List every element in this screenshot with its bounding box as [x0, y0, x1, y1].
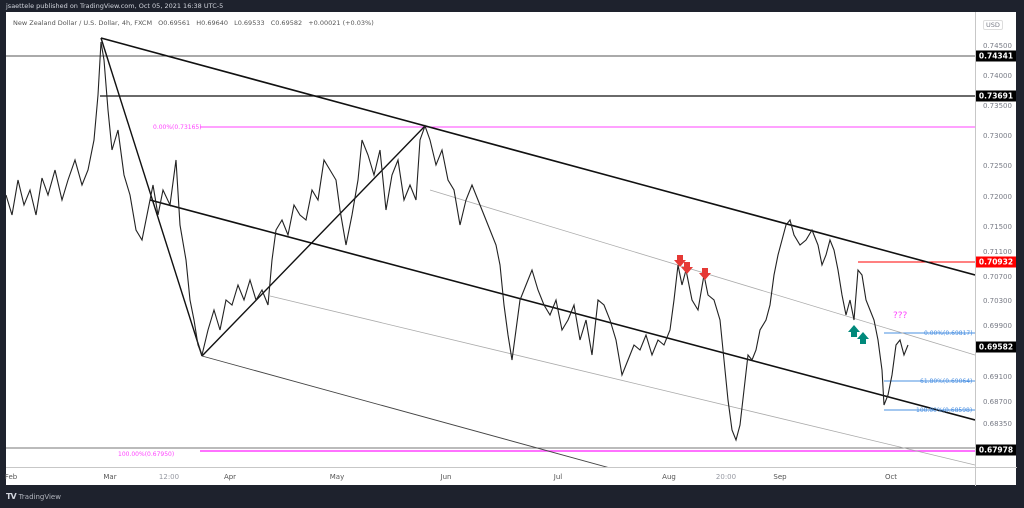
symbol-legend[interactable]: New Zealand Dollar / U.S. Dollar, 4h, FX…	[13, 19, 378, 27]
price-tick: 0.73500	[983, 102, 1012, 110]
price-tick: 0.74000	[983, 72, 1012, 80]
footer: TV TradingView	[6, 487, 61, 507]
fib-label-blue-100: 100.00%(0.68598)	[916, 407, 973, 414]
price-label-067978: 0.67978	[976, 444, 1016, 456]
chart-panel[interactable]	[6, 12, 1016, 485]
ohlc-close: C0.69582	[270, 19, 303, 27]
time-label: Jun	[440, 473, 452, 481]
channel-lower	[201, 355, 609, 467]
fib-label-blue-0: 0.00%(0.69817)	[924, 330, 973, 337]
price-tick: 0.73000	[983, 132, 1012, 140]
ohlc-high: H0.69640	[196, 19, 229, 27]
time-label: Apr	[223, 473, 237, 481]
price-tick: 0.71100	[983, 248, 1012, 256]
last-price-label: 0.69582	[976, 341, 1016, 353]
time-label: Aug	[662, 473, 676, 481]
axis-corner	[975, 467, 1017, 486]
price-series	[6, 41, 909, 442]
price-tick: 0.71500	[983, 223, 1012, 231]
buy-arrow-icon	[848, 325, 869, 344]
fib-label-magenta-0: 0.00%(0.73165)	[153, 124, 202, 131]
price-tick: 0.70300	[983, 297, 1012, 305]
price-tick: 0.69900	[983, 322, 1012, 330]
handle-up	[201, 125, 426, 357]
price-label-073691: 0.73691	[976, 90, 1016, 102]
channel-thin-2	[269, 295, 975, 466]
price-tick: 0.70700	[983, 273, 1012, 281]
currency-badge: USD	[983, 20, 1003, 30]
price-tick: 0.68350	[983, 420, 1012, 428]
fib-label-blue-618: 61.80%(0.69064)	[920, 378, 973, 385]
time-label: Feb	[4, 473, 18, 481]
footer-brand: TradingView	[18, 493, 61, 501]
time-label: Jul	[553, 473, 563, 481]
time-label: 12:00	[158, 473, 180, 481]
price-label-070932: 0.70932	[976, 256, 1016, 268]
ohlc-change: +0.00021 (+0.03%)	[308, 19, 374, 27]
publisher-bar: jsaettele published on TradingView.com, …	[6, 2, 224, 10]
ohlc-low: L0.69533	[234, 19, 265, 27]
tradingview-logo-icon: TV	[6, 492, 17, 501]
time-axis[interactable]: Feb Mar 12:00 Apr May Jun Jul Aug 20:00 …	[4, 467, 975, 486]
price-tick: 0.74500	[983, 42, 1012, 50]
fib-label-magenta-100: 100.00%(0.67950)	[118, 451, 175, 458]
channel-upper	[100, 37, 975, 276]
ohlc-open: O0.69561	[158, 19, 191, 27]
handle-down	[100, 37, 203, 357]
sell-arrow-icon	[674, 255, 711, 280]
time-label: Sep	[773, 473, 787, 481]
time-label: Oct	[884, 473, 898, 481]
price-tick: 0.72000	[983, 193, 1012, 201]
price-tick: 0.69100	[983, 373, 1012, 381]
time-label: May	[329, 473, 345, 481]
question-annotation: ???	[893, 311, 908, 321]
symbol-title: New Zealand Dollar / U.S. Dollar, 4h, FX…	[13, 19, 153, 27]
channel-mid	[149, 199, 975, 421]
time-label: Mar	[103, 473, 117, 481]
price-tick: 0.72500	[983, 162, 1012, 170]
price-tick: 0.68700	[983, 398, 1012, 406]
time-label: 20:00	[715, 473, 737, 481]
price-axis[interactable]	[975, 12, 1017, 467]
price-label-074341: 0.74341	[976, 50, 1016, 62]
